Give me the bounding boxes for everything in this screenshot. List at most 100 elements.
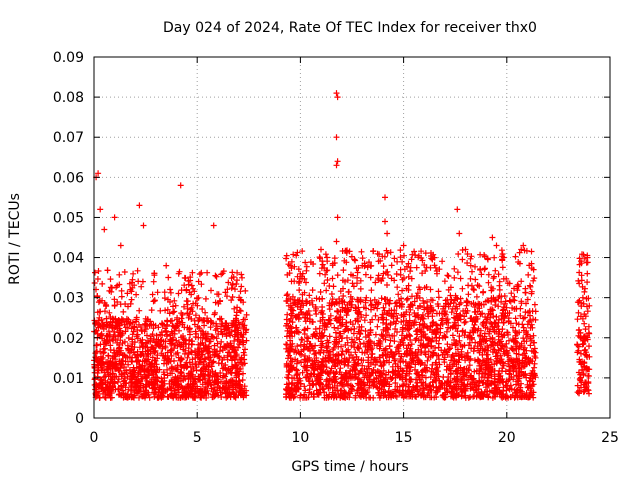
data-point xyxy=(408,341,415,348)
data-point xyxy=(370,366,377,373)
data-point xyxy=(135,388,142,395)
data-point xyxy=(399,324,406,331)
data-point xyxy=(456,230,463,237)
data-point xyxy=(327,320,334,327)
data-point xyxy=(198,281,205,288)
data-point xyxy=(429,361,436,368)
data-point xyxy=(151,357,158,364)
data-point xyxy=(228,297,235,304)
data-point xyxy=(204,269,211,276)
data-point xyxy=(448,393,454,400)
data-point xyxy=(146,322,153,329)
data-point xyxy=(349,354,356,361)
data-point xyxy=(320,355,326,362)
data-point xyxy=(329,358,336,365)
data-point xyxy=(368,262,375,269)
data-point xyxy=(454,314,460,321)
data-point xyxy=(284,333,290,340)
data-point xyxy=(391,332,398,339)
data-point xyxy=(287,306,294,313)
data-point xyxy=(338,335,345,342)
data-point xyxy=(243,326,250,333)
data-point xyxy=(116,281,123,288)
data-point xyxy=(403,325,409,332)
data-point xyxy=(319,307,326,314)
data-point xyxy=(368,301,375,308)
data-point xyxy=(477,267,484,273)
data-point xyxy=(471,287,477,293)
data-point xyxy=(172,302,179,309)
data-point xyxy=(457,275,464,282)
data-point xyxy=(348,271,354,278)
data-point xyxy=(414,388,421,395)
data-point xyxy=(343,259,350,266)
data-point xyxy=(354,269,361,276)
data-point xyxy=(233,281,240,287)
data-point xyxy=(397,254,404,261)
data-point xyxy=(170,309,177,316)
data-point xyxy=(218,394,225,400)
data-point xyxy=(95,324,102,331)
data-point xyxy=(455,353,462,360)
y-tick-label: 0.09 xyxy=(53,50,84,66)
data-point xyxy=(369,316,376,323)
data-point xyxy=(99,335,106,342)
data-point xyxy=(159,352,166,359)
data-point xyxy=(398,295,405,302)
data-point xyxy=(222,380,228,386)
data-point xyxy=(135,357,142,363)
data-point xyxy=(96,388,102,395)
data-point xyxy=(196,271,203,278)
data-point xyxy=(368,354,375,361)
data-point xyxy=(327,384,334,391)
data-point xyxy=(462,387,469,394)
data-point xyxy=(345,288,352,295)
data-point xyxy=(200,317,207,324)
data-point xyxy=(234,365,241,372)
data-point xyxy=(412,313,419,320)
data-point xyxy=(239,377,246,383)
data-point xyxy=(471,393,478,400)
data-point xyxy=(96,314,103,321)
data-point xyxy=(445,378,452,385)
data-point xyxy=(341,389,348,395)
data-point xyxy=(457,370,464,376)
data-point xyxy=(357,341,364,347)
data-point xyxy=(576,280,583,287)
data-point xyxy=(329,389,336,396)
data-point xyxy=(293,360,300,367)
data-point xyxy=(241,383,248,390)
data-point xyxy=(479,393,486,400)
data-point xyxy=(491,378,498,385)
data-point xyxy=(334,214,341,221)
data-point xyxy=(482,314,489,320)
data-point xyxy=(394,315,401,322)
data-point xyxy=(459,343,466,350)
data-point xyxy=(138,351,145,358)
data-point xyxy=(495,271,502,278)
data-point xyxy=(237,388,244,394)
data-point xyxy=(530,394,537,401)
data-point xyxy=(484,343,491,349)
data-point xyxy=(201,322,208,329)
data-point xyxy=(171,357,177,364)
data-point xyxy=(328,365,335,372)
data-point xyxy=(415,337,422,344)
data-point xyxy=(212,299,219,306)
data-point xyxy=(100,390,107,397)
data-point xyxy=(403,263,410,270)
data-point xyxy=(339,248,346,254)
data-point xyxy=(124,290,131,297)
data-point xyxy=(117,301,124,308)
data-point xyxy=(177,182,184,189)
data-point xyxy=(435,294,442,301)
data-point xyxy=(355,264,362,271)
data-point xyxy=(141,390,148,397)
data-point xyxy=(124,324,131,331)
data-point xyxy=(228,275,235,282)
data-point xyxy=(477,327,484,334)
data-point xyxy=(317,289,324,295)
data-point xyxy=(402,372,409,379)
data-point xyxy=(114,299,121,305)
data-point xyxy=(125,386,132,393)
